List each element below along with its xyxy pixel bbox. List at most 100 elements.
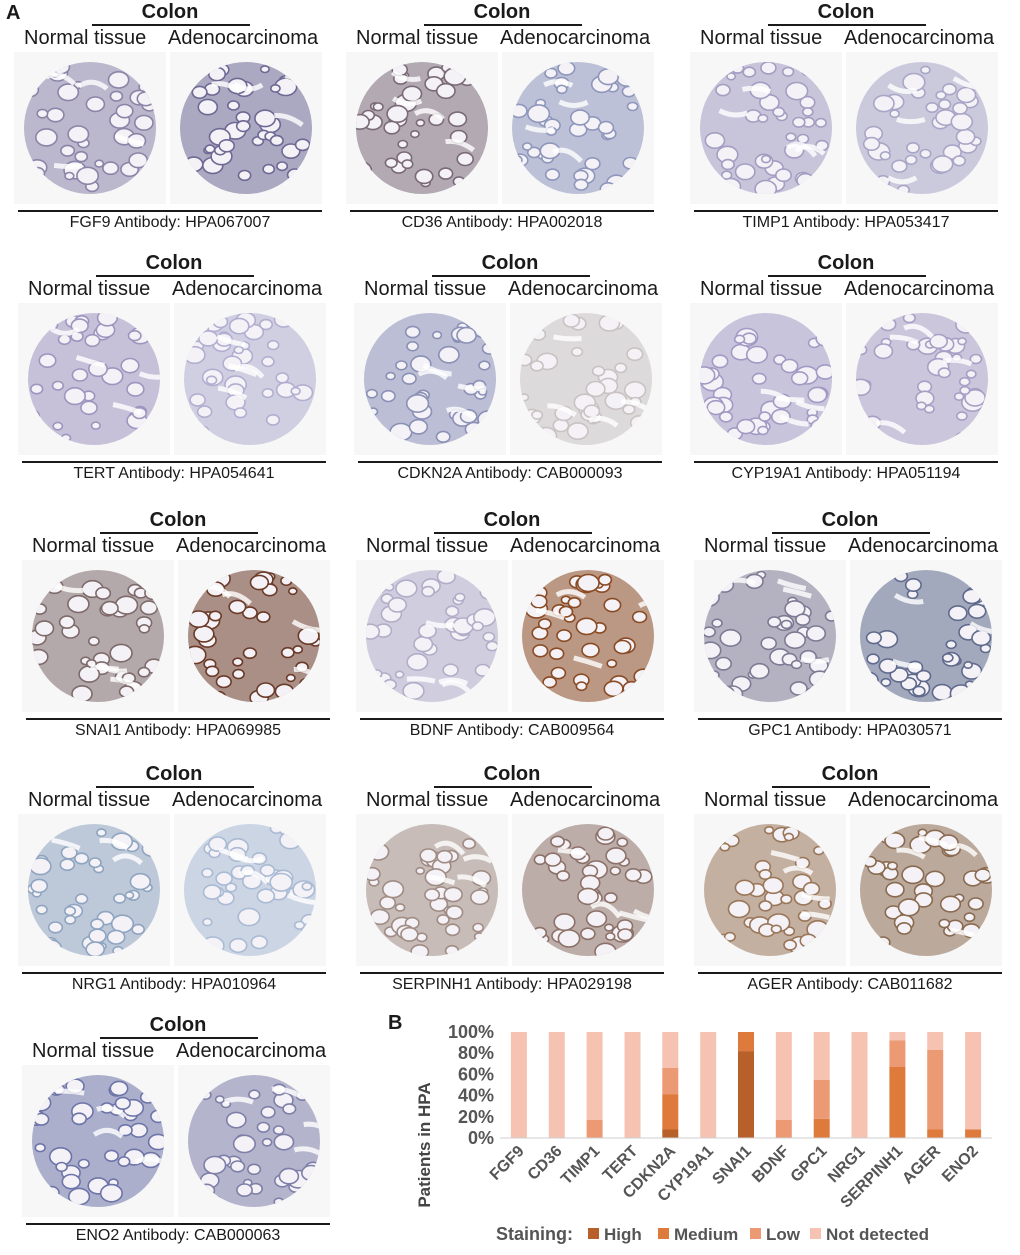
- legend-swatch: [810, 1228, 821, 1239]
- adenocarcinoma-label: Adenocarcinoma: [844, 278, 995, 300]
- header-underline: [768, 24, 926, 26]
- normal-tissue-label: Normal tissue: [24, 27, 147, 49]
- bar-segment: [738, 1032, 754, 1052]
- adenocarcinoma-label: Adenocarcinoma: [176, 1040, 327, 1062]
- header-underline: [768, 275, 926, 277]
- bar-segment: [813, 1032, 830, 1080]
- tissue-header: Colon: [817, 252, 875, 274]
- normal-tissue-image: [18, 814, 170, 966]
- antibody-block: Colon Normal tissue Adenocarcinoma ENO2 Ant…: [18, 1013, 338, 1248]
- caption-rule: [22, 461, 326, 463]
- antibody-caption: ENO2 Antibody: CAB000063: [75, 1227, 281, 1244]
- adenocarcinoma-label: Adenocarcinoma: [176, 535, 327, 557]
- normal-tissue-label: Normal tissue: [28, 789, 151, 811]
- antibody-block: Colon Normal tissue Adenocarcinoma SERPINH1…: [352, 762, 672, 997]
- tissue-header: Colon: [141, 1, 199, 23]
- caption-rule: [18, 210, 322, 212]
- normal-tissue-image: [356, 560, 508, 712]
- legend-swatch: [750, 1228, 761, 1239]
- tissue-header: Colon: [483, 509, 541, 531]
- caption-rule: [350, 210, 654, 212]
- x-tick-label: SNAI1: [709, 1143, 754, 1188]
- bar-segment: [586, 1120, 603, 1138]
- bar-segment: [700, 1032, 717, 1138]
- tissue-header: Colon: [481, 252, 539, 274]
- adenocarcinoma-image: [846, 52, 998, 204]
- adenocarcinoma-image: [850, 814, 1002, 966]
- bar-segment: [889, 1067, 906, 1138]
- normal-tissue-label: Normal tissue: [704, 535, 827, 557]
- adenocarcinoma-label: Adenocarcinoma: [500, 27, 651, 49]
- header-underline: [432, 275, 590, 277]
- antibody-block: Colon Normal tissue Adenocarcinoma FGF9 Ant…: [10, 0, 330, 235]
- adenocarcinoma-label: Adenocarcinoma: [172, 789, 323, 811]
- y-tick-label: 80%: [458, 1043, 494, 1063]
- antibody-caption: NRG1 Antibody: HPA010964: [71, 976, 277, 993]
- legend-title: Staining:: [496, 1224, 573, 1244]
- normal-tissue-image: [690, 52, 842, 204]
- normal-tissue-image: [354, 303, 506, 455]
- bar-segment: [965, 1129, 982, 1138]
- header-underline: [100, 1037, 258, 1039]
- normal-tissue-label: Normal tissue: [32, 535, 155, 557]
- adenocarcinoma-label: Adenocarcinoma: [844, 27, 995, 49]
- header-underline: [424, 24, 582, 26]
- normal-tissue-label: Normal tissue: [364, 278, 487, 300]
- tissue-header: Colon: [145, 252, 203, 274]
- header-underline: [92, 24, 250, 26]
- normal-tissue-image: [22, 560, 174, 712]
- adenocarcinoma-image: [170, 52, 322, 204]
- header-underline: [772, 532, 930, 534]
- bar-segment: [548, 1032, 565, 1138]
- x-tick-label: GPC1: [788, 1143, 831, 1186]
- bar-segment: [510, 1032, 527, 1138]
- bar-segment: [775, 1120, 792, 1138]
- bar-segment: [662, 1032, 679, 1068]
- normal-tissue-image: [694, 814, 846, 966]
- header-underline: [100, 532, 258, 534]
- y-tick-label: 0%: [468, 1128, 494, 1148]
- antibody-caption: BDNF Antibody: CAB009564: [409, 722, 615, 739]
- bar-segment: [851, 1032, 868, 1138]
- antibody-caption: CYP19A1 Antibody: HPA051194: [731, 465, 961, 482]
- bar-segment: [662, 1068, 679, 1095]
- caption-rule: [26, 718, 330, 720]
- normal-tissue-image: [346, 52, 498, 204]
- caption-rule: [360, 972, 664, 974]
- antibody-caption: TIMP1 Antibody: HPA053417: [742, 214, 950, 231]
- y-tick-label: 20%: [458, 1107, 494, 1127]
- adenocarcinoma-label: Adenocarcinoma: [848, 789, 999, 811]
- bar-segment: [813, 1079, 830, 1119]
- bar-segment: [662, 1094, 679, 1130]
- legend-label: Not detected: [826, 1225, 929, 1244]
- legend-swatch: [658, 1228, 669, 1239]
- antibody-caption: CDKN2A Antibody: CAB000093: [397, 465, 623, 482]
- normal-tissue-image: [22, 1065, 174, 1217]
- antibody-block: Colon Normal tissue Adenocarcinoma TERT Ant…: [14, 251, 334, 486]
- antibody-caption: AGER Antibody: CAB011682: [747, 976, 953, 993]
- antibody-caption: SNAI1 Antibody: HPA069985: [74, 722, 282, 739]
- tissue-header: Colon: [817, 1, 875, 23]
- antibody-block: Colon Normal tissue Adenocarcinoma CYP19A1 …: [686, 251, 1006, 486]
- legend-label: Medium: [674, 1225, 738, 1244]
- adenocarcinoma-label: Adenocarcinoma: [508, 278, 659, 300]
- caption-rule: [358, 461, 662, 463]
- normal-tissue-image: [694, 560, 846, 712]
- tissue-header: Colon: [149, 509, 207, 531]
- adenocarcinoma-image: [510, 303, 662, 455]
- caption-rule: [698, 972, 1002, 974]
- antibody-caption: FGF9 Antibody: HPA067007: [69, 214, 271, 231]
- tissue-header: Colon: [149, 1014, 207, 1036]
- caption-rule: [694, 210, 998, 212]
- panel-b-letter: B: [388, 1012, 403, 1034]
- legend-label: High: [604, 1225, 642, 1244]
- adenocarcinoma-image: [178, 560, 330, 712]
- bar-segment: [586, 1032, 603, 1120]
- header-underline: [772, 786, 930, 788]
- antibody-block: Colon Normal tissue Adenocarcinoma AGER Ant…: [690, 762, 1010, 997]
- antibody-caption: SERPINH1 Antibody: HPA029198: [392, 976, 632, 993]
- bar-segment: [775, 1032, 792, 1120]
- bar-segment: [927, 1032, 944, 1050]
- tissue-header: Colon: [821, 763, 879, 785]
- adenocarcinoma-image: [850, 560, 1002, 712]
